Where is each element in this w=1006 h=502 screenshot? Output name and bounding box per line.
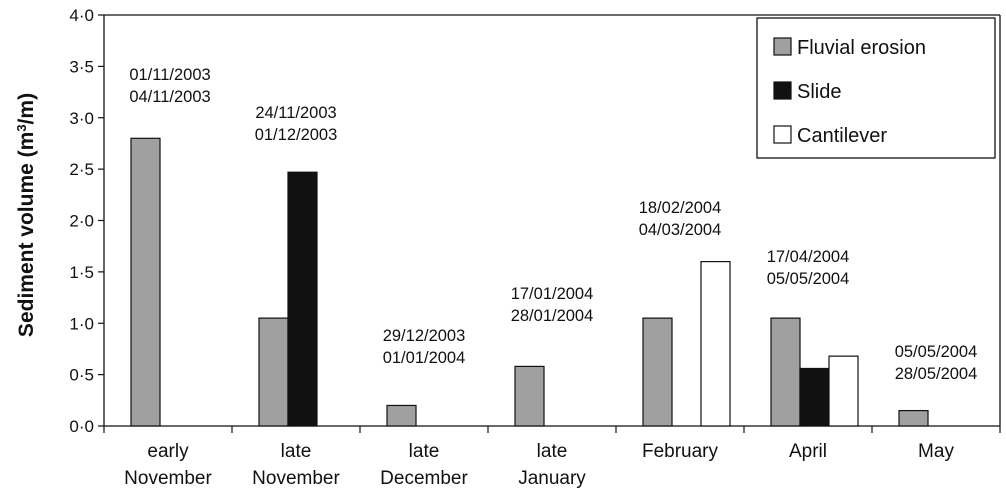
bar-fluvial-erosion: [130, 137, 161, 427]
date-annotation: 05/05/2004: [767, 270, 850, 288]
category-label: late: [409, 441, 440, 462]
date-annotation: 17/01/2004: [511, 285, 594, 303]
y-tick-label: 2·0: [69, 212, 94, 231]
date-annotation: 05/05/2004: [895, 343, 978, 361]
category-label: January: [518, 468, 586, 489]
category-label: late: [537, 441, 568, 462]
legend-swatch: [773, 125, 792, 144]
date-annotation: 04/03/2004: [639, 221, 722, 239]
category-label: December: [380, 468, 468, 489]
y-tick-label: 1·0: [69, 314, 94, 333]
bar-slide: [799, 367, 830, 427]
bar-cantilever: [700, 261, 731, 427]
date-annotations: 01/11/2003 04/11/2003 24/11/2003 01/12/2003…: [129, 66, 977, 383]
date-annotation: 28/01/2004: [511, 307, 594, 325]
date-annotation: 04/11/2003: [129, 88, 210, 106]
category-labels: early November late November late December lat…: [124, 441, 954, 489]
bar-fluvial-erosion: [386, 404, 417, 427]
bar-fluvial-erosion: [514, 365, 545, 427]
date-annotation: 01/12/2003: [255, 126, 338, 144]
legend-label: Slide: [797, 81, 841, 103]
date-annotation: 29/12/2003: [383, 327, 466, 345]
category-label: May: [918, 441, 954, 462]
y-tick-label: 0·5: [69, 366, 94, 385]
category-label: late: [281, 441, 312, 462]
bar-slide: [287, 171, 318, 427]
bars: [130, 137, 929, 427]
legend-box: [756, 17, 996, 159]
y-tick-label: 0·0: [69, 417, 94, 436]
legend-swatch: [773, 81, 792, 100]
legend-label: Cantilever: [797, 125, 887, 147]
y-tick-label: 4·0: [69, 6, 94, 25]
bar-fluvial-erosion: [898, 409, 929, 427]
date-annotation: 24/11/2003: [255, 104, 336, 122]
date-annotation: 01/01/2004: [383, 349, 466, 367]
date-annotation: 18/02/2004: [639, 199, 722, 217]
date-annotation: 01/11/2003: [129, 66, 210, 84]
bar-fluvial-erosion: [258, 317, 289, 427]
y-tick-label: 3·0: [69, 109, 94, 128]
legend: Fluvial erosion Slide Cantilever: [756, 17, 996, 159]
category-label: April: [789, 441, 827, 462]
bar-cantilever: [828, 355, 859, 427]
date-annotation: 28/05/2004: [895, 365, 978, 383]
legend-label: Fluvial erosion: [797, 37, 926, 59]
legend-swatch: [773, 37, 792, 56]
ticks: 0·0 0·5 1·0 1·5 2·0 2·5 3·0 3·5 4·0: [69, 6, 1001, 436]
category-label: November: [124, 468, 212, 489]
category-label: early: [147, 441, 189, 462]
category-label: November: [252, 468, 340, 489]
bar-fluvial-erosion: [770, 317, 801, 427]
bar-fluvial-erosion: [642, 317, 673, 427]
y-axis-label: Sediment volume (m3/m): [14, 93, 39, 337]
y-tick-label: 3·5: [69, 57, 94, 76]
date-annotation: 17/04/2004: [767, 248, 850, 266]
y-tick-label: 2·5: [69, 160, 94, 179]
y-tick-label: 1·5: [69, 263, 94, 282]
category-label: February: [642, 441, 719, 462]
